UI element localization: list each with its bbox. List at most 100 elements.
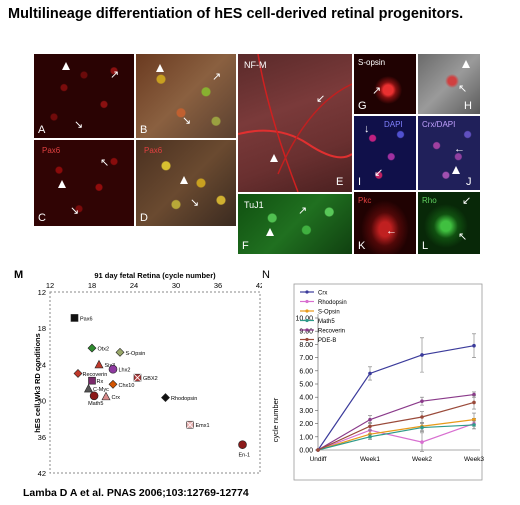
chart-m-point-chx10 (108, 379, 118, 389)
chart-n-x-tick: Week2 (412, 456, 432, 463)
chart-m-x-tick: 18 (88, 281, 96, 290)
panel-label-c: C (38, 212, 46, 224)
chart-n-legend-rhodopsin-marker (305, 299, 309, 304)
stain-label-c: Pax6 (42, 146, 61, 155)
micrograph-panel-g: S-opsin ↗ G (354, 54, 416, 114)
citation: Lamba D A et al. PNAS 2006;103:12769-127… (23, 487, 249, 499)
chart-n-legend-recoverin-label: Recoverin (318, 328, 345, 334)
chart-m-point-c-myc (84, 383, 93, 393)
chart-m-x-tick: 36 (214, 281, 222, 290)
chart-m-y-tick: 30 (38, 397, 46, 406)
micrograph-panel-e: NF-M ↙ E (238, 54, 352, 192)
chart-m-y-tick: 42 (38, 469, 46, 478)
panel-label-h: H (464, 100, 472, 112)
chart-n-y-tick: 2.00 (299, 421, 313, 428)
chart-m-x-tick: 24 (130, 281, 138, 290)
chart-n-legend-pde-b-label: PDE-B (318, 338, 336, 344)
chart-m-x-tick: 30 (172, 281, 180, 290)
stain-label-l: Rho (422, 196, 437, 205)
chart-n-series-pde-b-line (317, 401, 475, 451)
chart-m-point-c-myc-label: C-Myc (93, 387, 109, 393)
chart-m-point-rx-label: Rx (97, 379, 104, 385)
chart-n-series-recoverin-point (420, 399, 424, 403)
chart-n-x-tick: Week1 (360, 456, 380, 463)
chart-n-series-crx-point (420, 353, 424, 357)
chart-n-legend-s-opsin-label: S-Opsin (318, 309, 340, 315)
chart-m-point-gbx2-label: GBX2 (143, 376, 158, 382)
chart-n-y-tick: 10.00 (295, 316, 313, 323)
chart-m-point-recoverin (73, 369, 83, 378)
chart-n-series-s-opsin-line (317, 419, 475, 451)
chart-m-x-tick: 42 (256, 281, 262, 290)
chart-m-y-tick: 12 (38, 288, 46, 297)
line-chart-n: N cycle number 0.00 1.00 2.00 3.00 4.00 5.00 6… (262, 269, 484, 481)
chart-n-legend-crx-marker (305, 290, 309, 294)
chart-n-series-crx-line (317, 345, 475, 451)
stain-label-d: Pax6 (144, 146, 163, 155)
micrograph-panel-j: Crx/DAPI ← J (418, 116, 480, 190)
chart-m-point-gbx2-cross (133, 373, 142, 382)
chart-m-frame (49, 291, 261, 474)
chart-n-series-recoverin-point (368, 417, 372, 422)
panel-label-i: I (358, 176, 362, 188)
chart-m-y-tick: 36 (38, 433, 46, 442)
panel-label-g: G (358, 100, 367, 112)
chart-n-x-tick: Week3 (464, 456, 484, 463)
chart-n-series-math5-point (420, 425, 424, 430)
chart-m-x-tick: 12 (46, 281, 54, 290)
chart-n-legend-recoverin-marker (305, 328, 309, 332)
chart-n-series-rhodopsin-line (317, 423, 475, 451)
chart-m-point-chx10-label: Chx10 (119, 383, 135, 389)
chart-n-y-tick: 9.00 (299, 329, 313, 336)
chart-m-point-crx (101, 391, 111, 401)
chart-n-legend-pde-b-marker (305, 337, 309, 342)
chart-m-y-tick: 18 (38, 324, 46, 333)
scatter-chart-m: M 91 day fetal Retina (cycle number) hES… (14, 269, 262, 478)
chart-m-point-six3 (94, 359, 104, 369)
chart-n-series-recoverin-line (317, 393, 475, 451)
chart-n-y-tick: 6.00 (299, 368, 313, 375)
micrograph-panel-k: Pkc ← K (354, 192, 416, 254)
chart-m-point-otx2 (87, 343, 97, 353)
micrograph-panel-l: Rho ↙ ↖ L (418, 192, 480, 254)
panel-label-j: J (466, 176, 472, 188)
panel-label-n: N (262, 269, 270, 281)
micrograph-panel-c: Pax6 ↖ ↘ C (34, 140, 134, 226)
micrograph-panel-a: ↗ ↘ A (34, 54, 134, 138)
chart-n-x-tick: Undiff (310, 456, 327, 463)
stain-label-k: Pkc (358, 196, 372, 205)
chart-n-y-tick: 3.00 (299, 408, 313, 415)
chart-m-y-tick: 24 (38, 360, 46, 369)
micrograph-panel-d: Pax6 ↘ D (136, 140, 236, 226)
chart-m-point-recoverin-label: Recoverin (83, 372, 108, 378)
chart-n-series-crx-point (368, 371, 372, 376)
chart-m-point-s-opsin-label: S-Opsin (126, 351, 146, 357)
stain-label-i: DAPI (384, 120, 403, 129)
chart-n-series-math5-line (317, 424, 475, 451)
figure-title: Multilineage differentiation of hES cell… (8, 6, 464, 22)
panel-label-m: M (14, 269, 23, 281)
stain-label-j: Crx/DAPI (422, 120, 456, 129)
chart-n-series-pde-b-point (420, 415, 424, 419)
chart-n-legend-s-opsin-marker (305, 309, 309, 313)
chart-m-point-emx1-label: Emx1 (196, 423, 210, 429)
chart-m-point-crx-label: Crx (112, 395, 121, 401)
chart-n-frame (293, 283, 483, 481)
panel-label-a: A (38, 124, 46, 136)
stain-label-g: S-opsin (358, 58, 386, 67)
chart-m-point-emx1-cross (186, 420, 194, 429)
panel-label-d: D (140, 212, 148, 224)
micrograph-panel-i: DAPI ↓ ↙ I (354, 116, 416, 190)
chart-m-point-six3-label: Six3 (105, 363, 116, 369)
chart-n-y-tick: 8.00 (299, 342, 313, 349)
chart-m-point-pax6-label: Pax6 (80, 316, 93, 322)
chart-n-legend-math5-marker (305, 318, 309, 323)
panel-label-k: K (358, 240, 366, 252)
chart-m-point-rhodopsin (161, 393, 170, 403)
panel-label-e: E (336, 176, 344, 188)
chart-n-legend-math5-label: Math5 (318, 319, 335, 325)
panel-label-b: B (140, 124, 148, 136)
chart-n-series-math5-point (472, 423, 476, 427)
chart-m-title: 91 day fetal Retina (cycle number) (94, 271, 216, 280)
chart-m-point-rx (88, 376, 96, 385)
